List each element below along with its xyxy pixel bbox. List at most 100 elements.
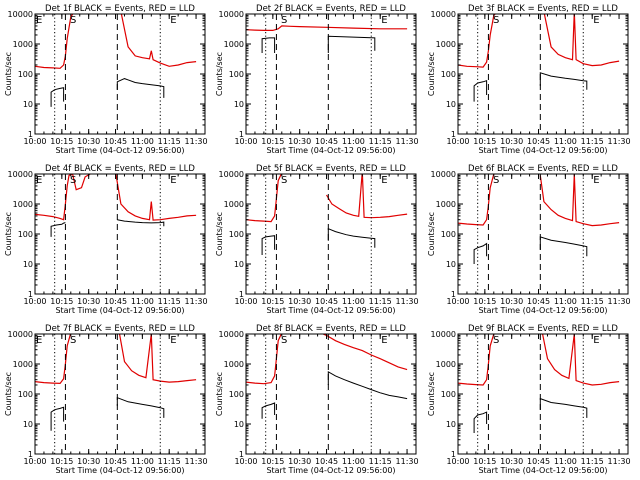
x-tick-label: 11:15 xyxy=(158,297,181,306)
events-line xyxy=(327,227,376,248)
events-line xyxy=(261,37,276,53)
plot-area xyxy=(246,334,408,419)
x-tick-label: 10:15 xyxy=(473,137,496,146)
x-tick-label: 11:00 xyxy=(131,457,154,466)
lld-line xyxy=(543,14,620,67)
y-tick-label: 1000 xyxy=(436,40,456,49)
events-line xyxy=(539,236,588,257)
x-tick-label: 11:30 xyxy=(185,297,208,306)
y-tick-label: 100 xyxy=(18,390,33,399)
y-tick-label: 10000 xyxy=(8,10,33,19)
panel-title: Det 5f BLACK = Events, RED = LLD xyxy=(256,164,406,174)
events-line xyxy=(116,396,165,418)
marker-label: S xyxy=(70,335,76,346)
x-tick-label: 10:00 xyxy=(234,457,257,466)
x-tick-label: 11:00 xyxy=(342,457,365,466)
axes-frame xyxy=(245,13,417,135)
x-tick-label: 10:30 xyxy=(500,457,523,466)
panel-title: Det 2f BLACK = Events, RED = LLD xyxy=(256,4,406,14)
plot-area xyxy=(246,25,408,53)
y-tick-label: 1 xyxy=(451,130,456,139)
lld-line xyxy=(118,334,197,383)
x-tick-label: 10:00 xyxy=(234,137,257,146)
y-tick-label: 10 xyxy=(234,420,244,429)
x-tick-label: 10:30 xyxy=(288,297,311,306)
x-tick-label: 10:30 xyxy=(77,457,100,466)
lld-line xyxy=(35,14,74,69)
y-axis-label: Counts/sec xyxy=(215,372,224,416)
x-axis-label: Start Time (04-Oct-12 09:56:00) xyxy=(266,466,395,475)
x-tick-label: 10:30 xyxy=(500,137,523,146)
plot-area xyxy=(458,174,620,264)
events-line xyxy=(261,402,276,419)
x-tick-label: 10:45 xyxy=(527,137,550,146)
lld-line xyxy=(246,174,282,223)
y-tick-label: 10000 xyxy=(219,10,244,19)
x-tick-label: 10:45 xyxy=(315,457,338,466)
y-tick-label: 10 xyxy=(446,420,456,429)
x-tick-label: 11:15 xyxy=(369,137,392,146)
x-tick-label: 11:15 xyxy=(581,137,604,146)
y-axis-label: Counts/sec xyxy=(4,372,13,416)
marker-label: S xyxy=(493,175,499,186)
plot-area xyxy=(458,334,620,433)
x-tick-label: 11:00 xyxy=(554,457,577,466)
x-tick-label: 10:30 xyxy=(500,297,523,306)
y-tick-label: 10000 xyxy=(8,170,33,179)
lld-line xyxy=(115,174,197,221)
events-line xyxy=(539,72,588,90)
events-line xyxy=(539,397,588,418)
panel-title: Det 3f BLACK = Events, RED = LLD xyxy=(468,4,618,14)
events-line xyxy=(473,80,488,102)
marker-label: S xyxy=(70,175,76,186)
lld-line xyxy=(35,174,92,221)
x-tick-label: 10:15 xyxy=(261,137,284,146)
plot-area xyxy=(35,174,197,237)
y-tick-label: 10 xyxy=(446,260,456,269)
y-axis-label: Counts/sec xyxy=(427,52,436,96)
x-axis-label: Start Time (04-Oct-12 09:56:00) xyxy=(478,146,607,155)
x-tick-label: 10:30 xyxy=(288,457,311,466)
x-tick-label: 10:30 xyxy=(77,297,100,306)
x-axis-label: Start Time (04-Oct-12 09:56:00) xyxy=(55,306,184,315)
events-line xyxy=(473,242,488,264)
y-tick-label: 100 xyxy=(229,390,244,399)
axes-frame xyxy=(245,173,417,295)
marker-label: E xyxy=(593,175,599,186)
x-tick-label: 10:15 xyxy=(473,457,496,466)
lld-line xyxy=(458,174,495,226)
events-line xyxy=(327,370,408,400)
panel-title: Det 1f BLACK = Events, RED = LLD xyxy=(45,4,195,14)
x-axis-label: Start Time (04-Oct-12 09:56:00) xyxy=(478,306,607,315)
y-tick-label: 100 xyxy=(18,230,33,239)
x-tick-label: 11:30 xyxy=(396,137,419,146)
lld-line xyxy=(35,334,72,385)
axes-frame xyxy=(34,173,206,295)
x-tick-label: 11:15 xyxy=(581,457,604,466)
axes-frame xyxy=(245,333,417,455)
y-tick-label: 10000 xyxy=(431,170,456,179)
x-tick-label: 11:00 xyxy=(554,297,577,306)
panel-title: Det 6f BLACK = Events, RED = LLD xyxy=(468,164,618,174)
plot-area xyxy=(458,14,620,102)
events-line xyxy=(116,78,165,98)
marker-label: S xyxy=(281,335,287,346)
lld-line xyxy=(541,334,620,386)
y-axis-label: Counts/sec xyxy=(4,212,13,256)
y-tick-label: 1 xyxy=(239,290,244,299)
events-line xyxy=(50,406,65,431)
x-tick-label: 11:15 xyxy=(369,297,392,306)
events-line xyxy=(327,35,376,53)
plot-area xyxy=(35,14,197,107)
y-tick-label: 1 xyxy=(28,450,33,459)
panel-title: Det 7f BLACK = Events, RED = LLD xyxy=(45,324,195,334)
lld-line xyxy=(539,174,620,227)
y-tick-label: 1 xyxy=(451,290,456,299)
x-axis-label: Start Time (04-Oct-12 09:56:00) xyxy=(55,146,184,155)
x-tick-label: 10:15 xyxy=(261,297,284,306)
y-axis-label: Counts/sec xyxy=(427,212,436,256)
y-tick-label: 100 xyxy=(441,230,456,239)
marker-label: E xyxy=(36,175,42,186)
